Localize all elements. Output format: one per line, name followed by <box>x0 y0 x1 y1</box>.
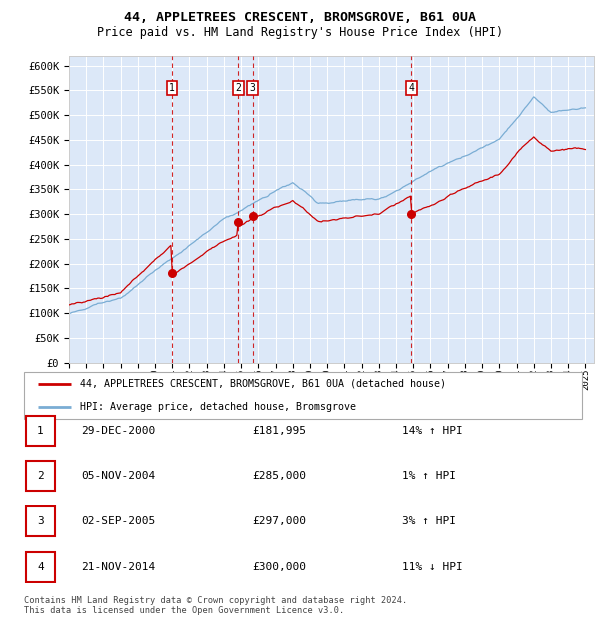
Text: 4: 4 <box>409 83 415 93</box>
Text: HPI: Average price, detached house, Bromsgrove: HPI: Average price, detached house, Brom… <box>80 402 356 412</box>
Text: 21-NOV-2014: 21-NOV-2014 <box>81 562 155 572</box>
Text: 11% ↓ HPI: 11% ↓ HPI <box>402 562 463 572</box>
Text: 14% ↑ HPI: 14% ↑ HPI <box>402 426 463 436</box>
FancyBboxPatch shape <box>24 372 582 419</box>
Text: 2: 2 <box>235 83 241 93</box>
Text: £285,000: £285,000 <box>252 471 306 481</box>
Text: 02-SEP-2005: 02-SEP-2005 <box>81 516 155 526</box>
FancyBboxPatch shape <box>26 507 55 536</box>
Text: 29-DEC-2000: 29-DEC-2000 <box>81 426 155 436</box>
Text: Contains HM Land Registry data © Crown copyright and database right 2024.
This d: Contains HM Land Registry data © Crown c… <box>24 596 407 615</box>
Text: 1: 1 <box>37 426 44 436</box>
FancyBboxPatch shape <box>26 461 55 491</box>
Text: 3: 3 <box>37 516 44 526</box>
Text: 4: 4 <box>37 562 44 572</box>
Text: £181,995: £181,995 <box>252 426 306 436</box>
Text: £300,000: £300,000 <box>252 562 306 572</box>
Text: 3: 3 <box>250 83 256 93</box>
FancyBboxPatch shape <box>26 416 55 446</box>
Text: 3% ↑ HPI: 3% ↑ HPI <box>402 516 456 526</box>
Text: 1: 1 <box>169 83 175 93</box>
FancyBboxPatch shape <box>26 552 55 582</box>
Text: 1% ↑ HPI: 1% ↑ HPI <box>402 471 456 481</box>
Text: 05-NOV-2004: 05-NOV-2004 <box>81 471 155 481</box>
Text: £297,000: £297,000 <box>252 516 306 526</box>
Text: Price paid vs. HM Land Registry's House Price Index (HPI): Price paid vs. HM Land Registry's House … <box>97 26 503 38</box>
Text: 44, APPLETREES CRESCENT, BROMSGROVE, B61 0UA: 44, APPLETREES CRESCENT, BROMSGROVE, B61… <box>124 11 476 24</box>
Text: 2: 2 <box>37 471 44 481</box>
Text: 44, APPLETREES CRESCENT, BROMSGROVE, B61 0UA (detached house): 44, APPLETREES CRESCENT, BROMSGROVE, B61… <box>80 379 446 389</box>
